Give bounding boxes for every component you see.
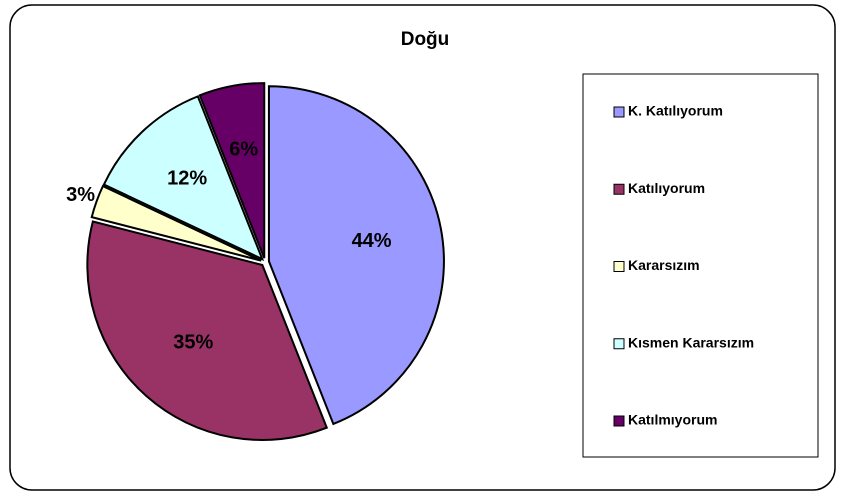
legend-label: Kısmen Kararsızım — [628, 334, 754, 350]
pie-slice — [198, 82, 266, 259]
legend-label: K. Katılıyorum — [628, 103, 723, 119]
data-label: 6% — [229, 139, 258, 161]
legend-swatch — [613, 338, 625, 350]
data-label: 12% — [167, 167, 207, 189]
legend-label: Kararsızım — [628, 257, 700, 273]
pie-slice — [90, 184, 262, 262]
data-label: 3% — [66, 184, 95, 206]
legend-swatch — [613, 261, 625, 272]
legend-label: Katılmıyorum — [628, 412, 717, 428]
data-label: 44% — [352, 230, 392, 252]
data-label: 35% — [173, 332, 213, 354]
pie-slice — [267, 85, 445, 426]
chart-title: Doğu — [401, 29, 450, 50]
legend-swatch — [613, 415, 625, 427]
legend-label: Katılıyorum — [628, 180, 705, 196]
pie-slice — [86, 220, 329, 441]
legend-swatch — [613, 183, 625, 195]
pie-slice — [102, 95, 265, 262]
legend-swatch — [613, 106, 625, 118]
